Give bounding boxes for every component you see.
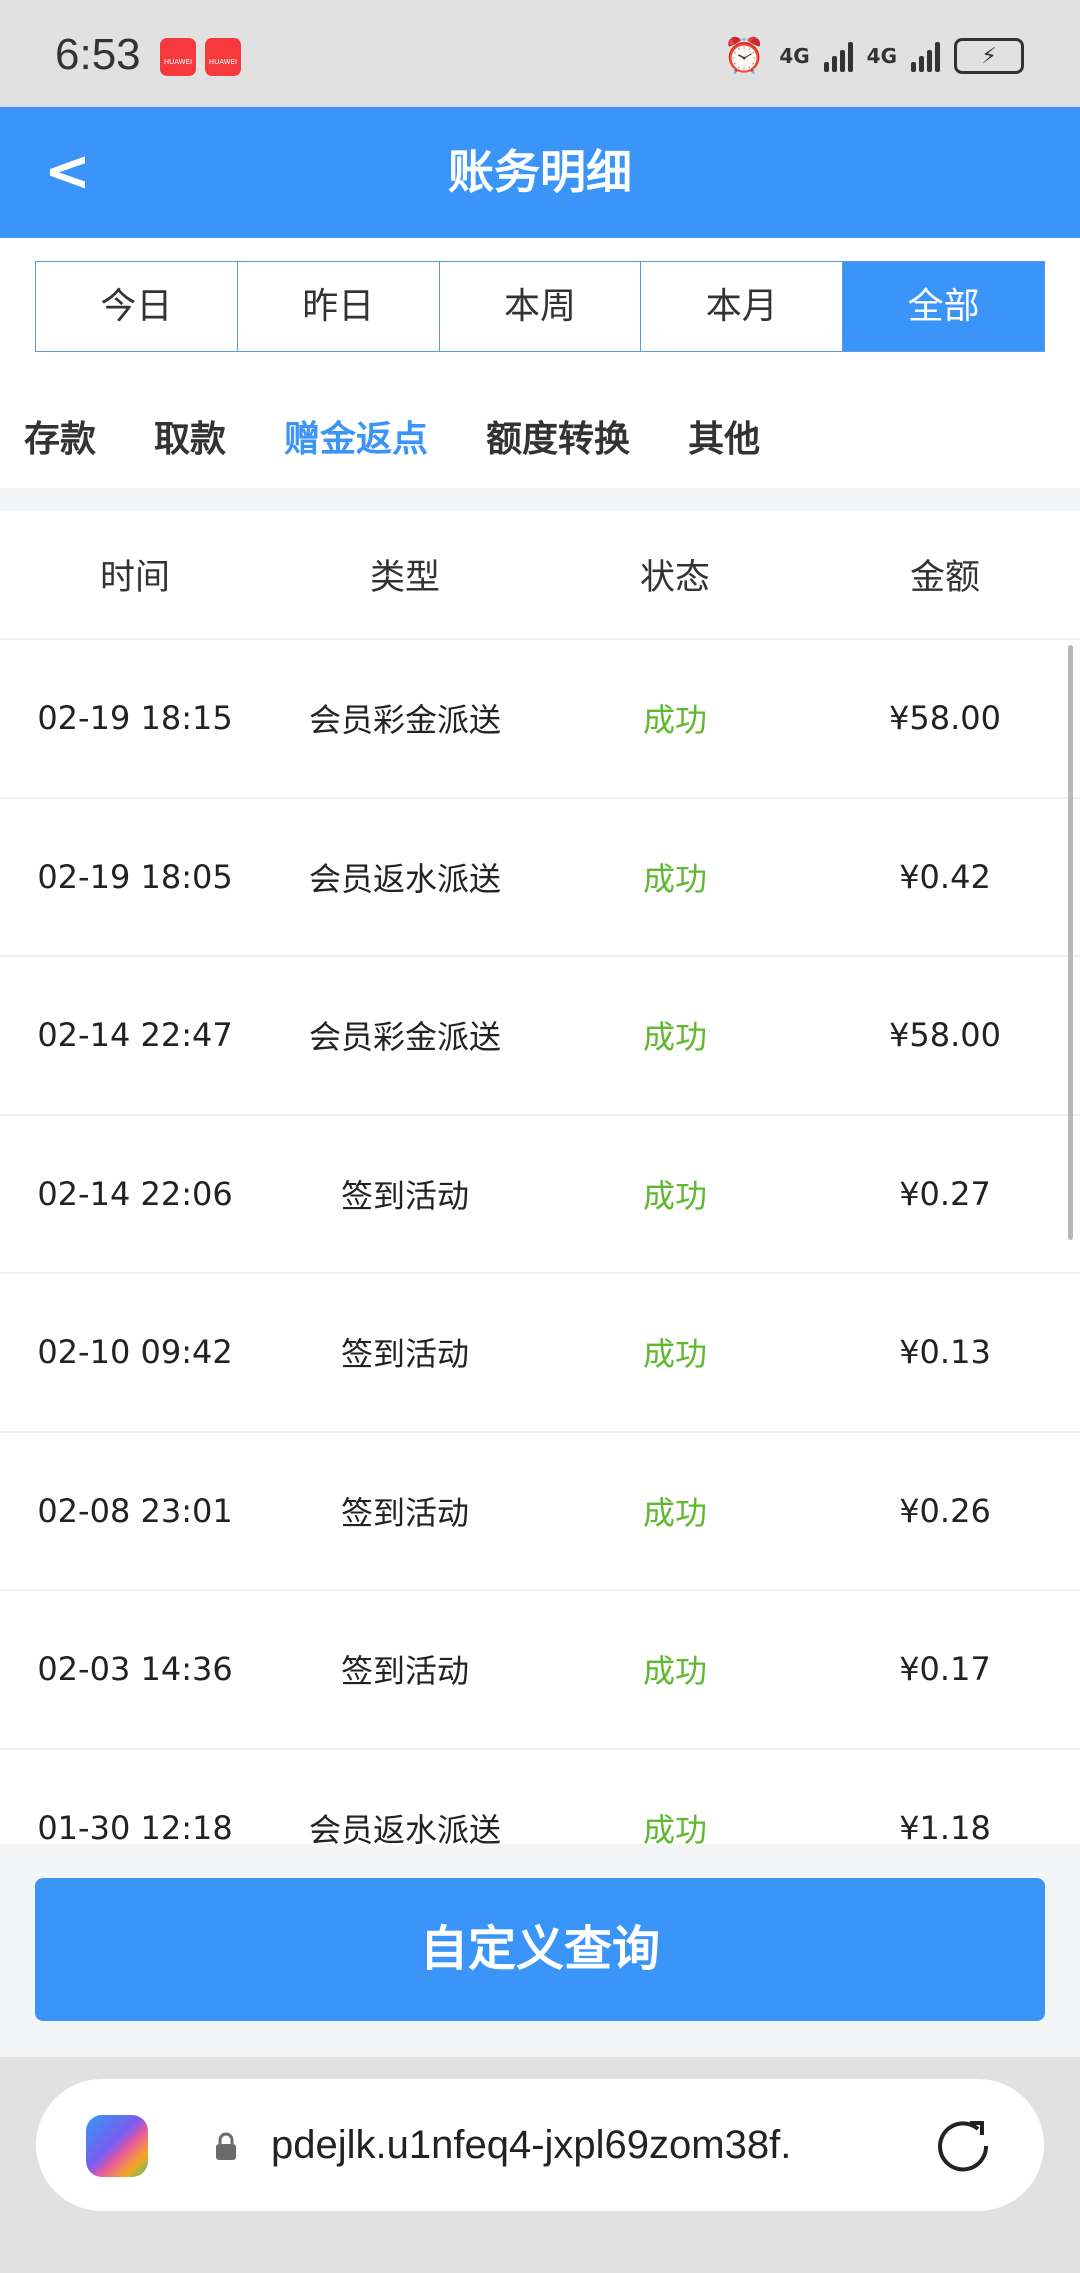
status-cell: 成功 [642,1493,707,1532]
table-row[interactable]: 02-14 22:06 签到活动 成功 ¥0.27 [0,1116,1080,1274]
time-cell: 01-30 12:18 [37,1808,233,1844]
status-cell: 成功 [642,1176,707,1215]
amount-cell: ¥0.17 [899,1650,991,1689]
signal-icon [823,40,853,72]
type-cell: 会员彩金派送 [308,701,501,740]
tab-period[interactable]: 今日 [36,262,238,351]
time-cell: 02-19 18:15 [37,699,233,738]
type-cell: 会员返水派送 [308,859,501,898]
column-header: 状态 [639,558,710,598]
table-row[interactable]: 02-19 18:15 会员彩金派送 成功 ¥58.00 [0,640,1080,799]
alarm-icon: ⏰ [722,36,766,76]
network-type: 4G [779,44,810,68]
tab-period[interactable]: 本月 [641,262,844,351]
amount-cell: ¥58.00 [889,699,1001,738]
status-cell: 成功 [642,1018,707,1057]
status-cell: 成功 [642,1810,707,1844]
lock-icon [216,2132,236,2160]
time-cell: 02-03 14:36 [37,1650,233,1689]
type-cell: 签到活动 [340,1493,469,1532]
tab-category[interactable]: 赠金返点 [284,419,429,460]
clock: 6:53 [55,30,141,79]
type-cell: 签到活动 [340,1176,469,1215]
period-tabs: 今日 昨日 本周 本月 全部 [35,261,1045,352]
time-cell: 02-14 22:47 [37,1016,233,1055]
table-row[interactable]: 02-03 14:36 签到活动 成功 ¥0.17 [0,1591,1080,1750]
battery-charging-icon: ⚡ [954,38,1024,74]
status-bar: 6:53 HUAWEI HUAWEI ⏰ 4G 4G ⚡ [0,0,1080,107]
status-cell: 成功 [642,1335,707,1374]
table-row[interactable]: 02-19 18:05 会员返水派送 成功 ¥0.42 [0,799,1080,957]
huawei-app-icon: HUAWEI [160,38,196,76]
amount-cell: ¥1.18 [899,1808,991,1844]
page-title: 账务明细 [448,145,632,199]
table-row[interactable]: 02-10 09:42 签到活动 成功 ¥0.13 [0,1274,1080,1433]
tab-category[interactable]: 取款 [154,419,227,460]
divider [0,488,1080,511]
time-cell: 02-19 18:05 [37,857,233,896]
amount-cell: ¥0.27 [899,1174,991,1213]
transaction-list[interactable]: 02-19 18:15 会员彩金派送 成功 ¥58.00 02-19 18:05 会员返水… [0,640,1080,1844]
type-cell: 会员彩金派送 [308,1018,501,1057]
network-type: 4G [866,44,897,68]
tab-category[interactable]: 其他 [688,419,761,460]
amount-cell: ¥0.42 [899,857,991,896]
amount-cell: ¥58.00 [889,1016,1001,1055]
table-row[interactable]: 02-14 22:47 会员彩金派送 成功 ¥58.00 [0,957,1080,1116]
browser-bar: pdejlk.u1nfeq4-jxpl69zom38f. [0,2057,1080,2273]
time-cell: 02-14 22:06 [37,1174,233,1213]
tab-period[interactable]: 全部 [843,262,1044,351]
column-header: 时间 [99,558,170,598]
table-header: 时间 类型 状态 金额 [0,511,1080,640]
status-cell: 成功 [642,1652,707,1691]
amount-cell: ¥0.26 [899,1491,991,1530]
tab-period[interactable]: 昨日 [238,262,440,351]
scrollbar[interactable] [1068,645,1073,1240]
time-cell: 02-08 23:01 [37,1491,233,1530]
app-header: < 账务明细 [0,107,1080,238]
time-cell: 02-10 09:42 [37,1333,233,1372]
amount-cell: ¥0.13 [899,1333,991,1372]
tab-category[interactable]: 存款 [24,419,97,460]
table-row[interactable]: 02-08 23:01 签到活动 成功 ¥0.26 [0,1433,1080,1591]
tab-period[interactable]: 本周 [440,262,642,351]
status-cell: 成功 [642,701,707,740]
column-header: 金额 [909,558,980,598]
copilot-icon[interactable] [86,2115,148,2177]
column-header: 类型 [369,558,440,598]
huawei-app-icon: HUAWEI [205,38,241,76]
custom-query-button[interactable]: 自定义查询 [35,1878,1045,2021]
tab-category[interactable]: 额度转换 [486,419,631,460]
reload-icon[interactable] [934,2117,992,2175]
url-text[interactable]: pdejlk.u1nfeq4-jxpl69zom38f. [271,2123,792,2167]
type-cell: 会员返水派送 [308,1810,501,1844]
type-cell: 签到活动 [340,1652,469,1691]
chevron-left-icon[interactable]: < [44,139,91,204]
status-cell: 成功 [642,859,707,898]
table-row[interactable]: 01-30 12:18 会员返水派送 成功 ¥1.18 [0,1750,1080,1844]
signal-icon [911,40,940,72]
type-cell: 签到活动 [340,1335,469,1374]
address-bar[interactable]: pdejlk.u1nfeq4-jxpl69zom38f. [36,2079,1044,2211]
footer: 自定义查询 [0,1844,1080,2057]
category-tabs: 存款 取款 赠金返点 额度转换 其他 [24,405,818,475]
